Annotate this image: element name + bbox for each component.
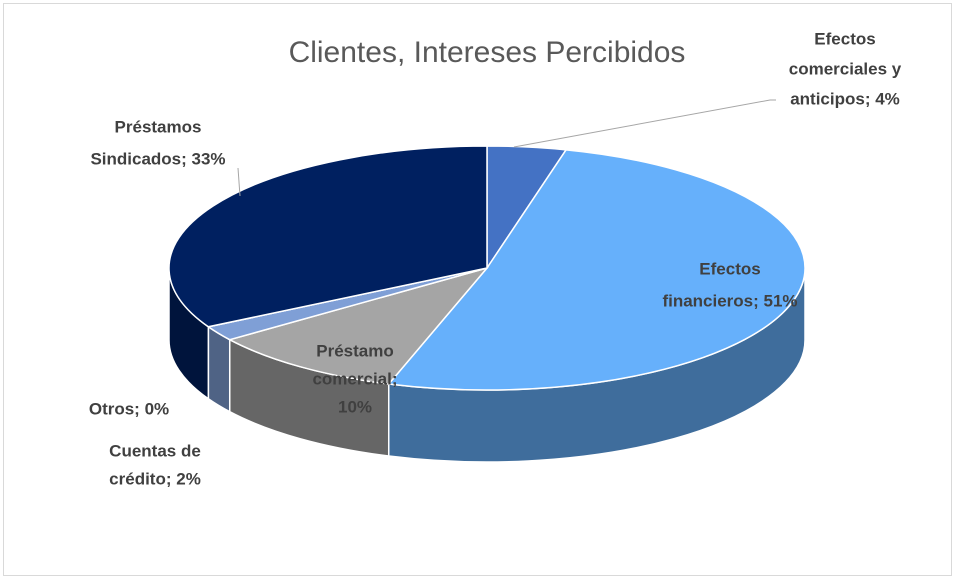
data-label: anticipos; 4% [790, 89, 900, 108]
chart-title: Clientes, Intereses Percibidos [289, 36, 686, 69]
data-label: Cuentas de [109, 441, 201, 460]
data-label: comercial; [312, 369, 397, 388]
leader-line [237, 167, 241, 197]
data-label: comerciales y [789, 59, 902, 78]
slice [168, 145, 488, 328]
slice-side [207, 325, 231, 413]
data-label: Préstamos [115, 117, 202, 136]
leader-line [513, 99, 776, 148]
data-label: 10% [338, 397, 372, 416]
data-label: Sindicados; 33% [90, 149, 225, 168]
data-label: Otros; 0% [89, 399, 169, 418]
data-label: Efectos [699, 259, 760, 278]
data-label: financieros; 51% [662, 291, 797, 310]
slice [227, 266, 490, 385]
data-label: Efectos [814, 29, 875, 48]
data-label: crédito; 2% [109, 469, 201, 488]
slice [387, 149, 806, 391]
data-label: Préstamo [316, 341, 393, 360]
